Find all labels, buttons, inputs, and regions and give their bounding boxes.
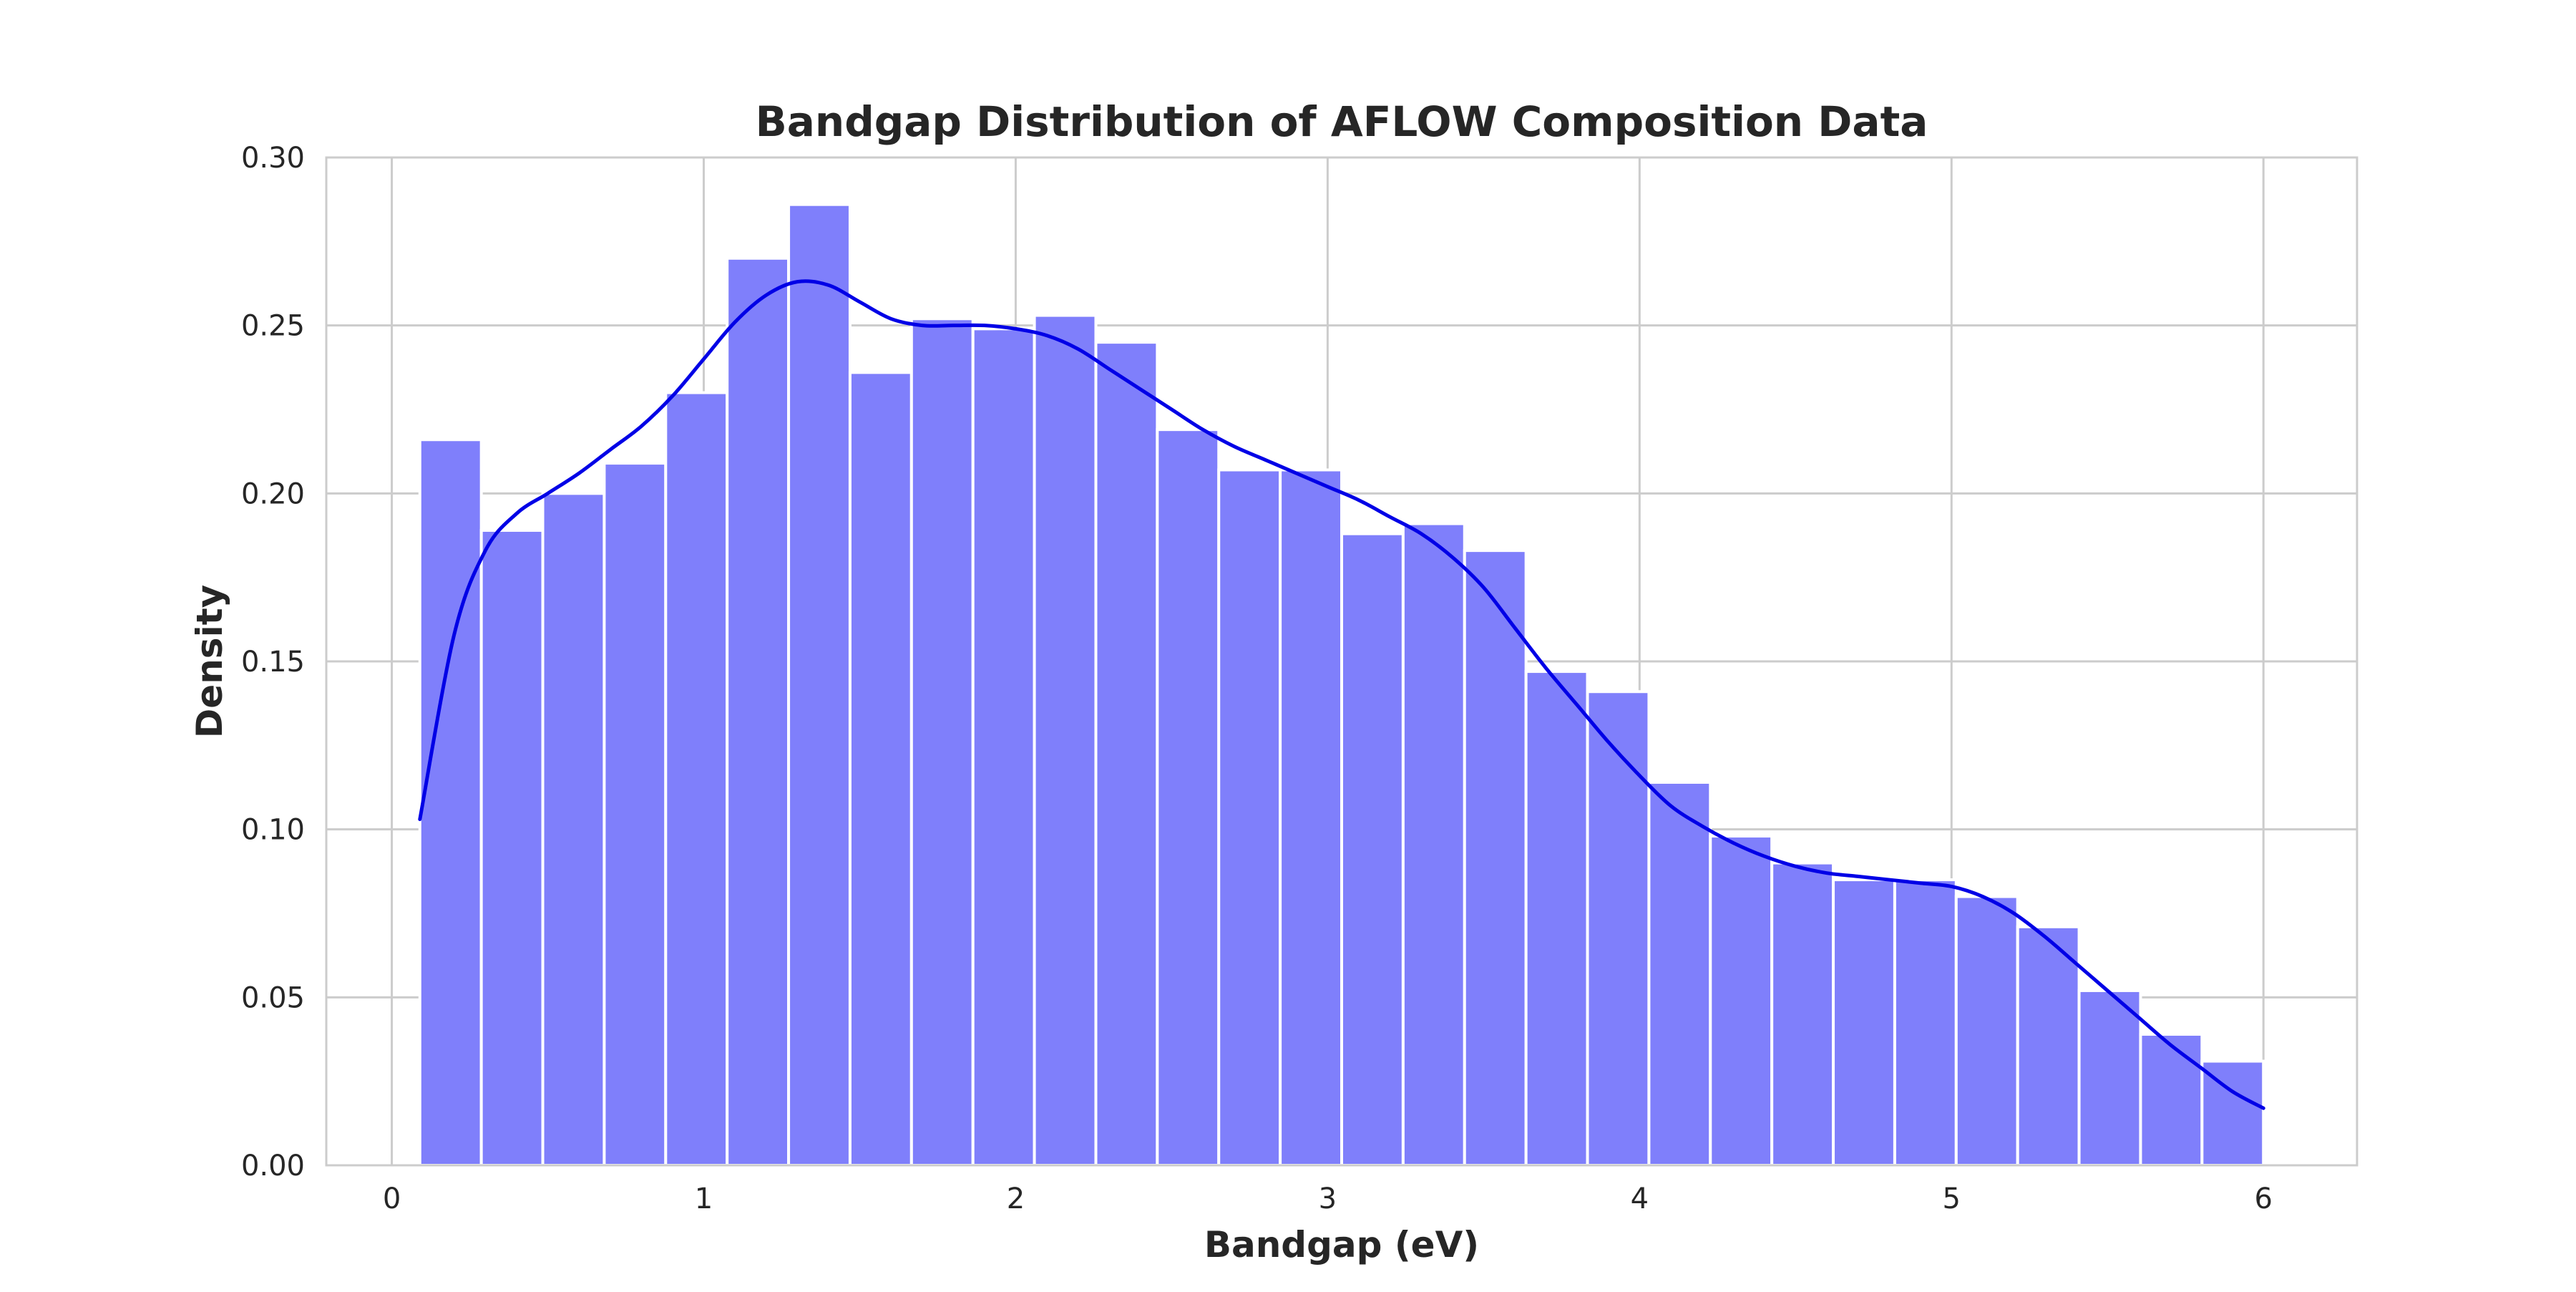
histogram-bar <box>2139 1032 2204 1167</box>
histogram-bar <box>479 528 545 1167</box>
histogram-bar <box>1709 835 1774 1167</box>
histogram-bar <box>1586 690 1651 1167</box>
x-tick-label: 3 <box>1319 1182 1337 1215</box>
histogram-bar <box>1463 549 1528 1167</box>
histogram-bar <box>1279 468 1343 1167</box>
y-tick-label: 0.00 <box>241 1150 305 1182</box>
histogram-bar <box>1893 878 1958 1167</box>
y-tick-label: 0.30 <box>241 142 305 175</box>
histogram-bar <box>2200 1059 2265 1167</box>
histogram-bar <box>664 391 729 1167</box>
histogram-bar <box>1524 670 1589 1167</box>
y-tick-label: 0.10 <box>241 814 305 847</box>
histogram-bar <box>1217 468 1282 1167</box>
histogram-bar <box>541 492 606 1167</box>
y-tick-label: 0.20 <box>241 477 305 510</box>
histogram-bar <box>1340 532 1405 1167</box>
x-tick-labels: 0 1 2 3 4 5 6 <box>383 1182 2273 1215</box>
histogram-bar <box>848 371 913 1167</box>
histogram-bar <box>787 203 852 1167</box>
histogram-bar <box>909 317 975 1167</box>
histogram-bar <box>1832 878 1896 1167</box>
histogram-bar <box>726 256 791 1167</box>
histogram-bar <box>2077 989 2142 1167</box>
x-tick-label: 2 <box>1007 1182 1025 1215</box>
x-axis-label: Bandgap (eV) <box>1204 1224 1479 1266</box>
histogram-bar <box>1401 522 1466 1167</box>
plot-frame <box>325 156 2358 1167</box>
y-tick-label: 0.15 <box>241 646 305 679</box>
histogram-bar <box>1770 861 1835 1167</box>
x-tick-label: 0 <box>383 1182 401 1215</box>
y-tick-labels: 0.00 0.05 0.10 0.15 0.20 0.25 0.30 <box>241 142 305 1182</box>
histogram-bar <box>418 438 483 1167</box>
y-axis-label: Density <box>189 585 230 738</box>
kde-curve <box>418 279 2265 1110</box>
histogram-bar <box>602 462 668 1167</box>
histogram-bar <box>1156 428 1221 1167</box>
y-tick-label: 0.25 <box>241 310 305 343</box>
x-tick-label: 5 <box>1943 1182 1961 1215</box>
x-tick-label: 6 <box>2254 1182 2272 1215</box>
y-tick-label: 0.05 <box>241 981 305 1014</box>
x-tick-label: 1 <box>695 1182 713 1215</box>
histogram-bar <box>1033 314 1098 1167</box>
histogram-bar <box>1094 341 1159 1167</box>
histogram-bar <box>1954 895 2019 1167</box>
histogram-bar <box>971 327 1036 1167</box>
chart-title: Bandgap Distribution of AFLOW Compositio… <box>756 97 1928 146</box>
histogram-bar <box>1647 780 1712 1167</box>
histogram-bar <box>2016 925 2081 1167</box>
x-tick-label: 4 <box>1631 1182 1649 1215</box>
